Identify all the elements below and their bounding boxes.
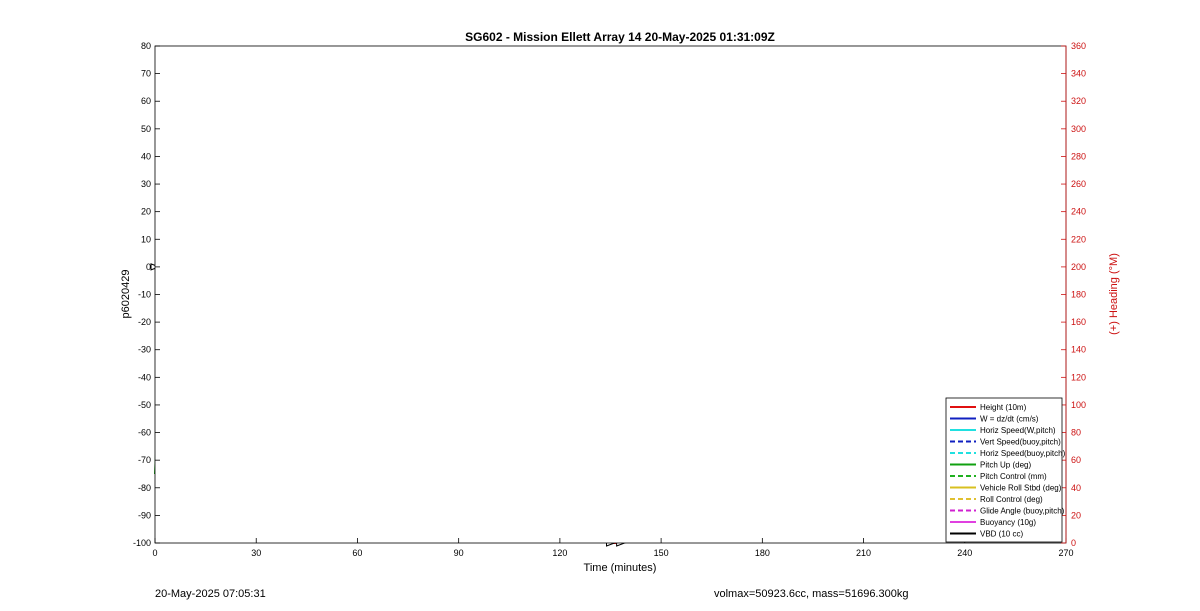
y2-tick-label: 180 [1071, 290, 1086, 300]
legend-label: Pitch Control (mm) [980, 472, 1047, 481]
y2-tick-label: 260 [1071, 179, 1086, 189]
x-tick-label: 0 [152, 548, 157, 558]
y2-tick-label: 280 [1071, 151, 1086, 161]
x-tick-label: 30 [251, 548, 261, 558]
y2-tick-label: 300 [1071, 124, 1086, 134]
y2-tick-label: 120 [1071, 372, 1086, 382]
y2-tick-label: 340 [1071, 69, 1086, 79]
y-tick-label: -50 [138, 400, 151, 410]
footer-vehicle-info: volmax=50923.6cc, mass=51696.300kg [714, 588, 909, 600]
legend-label: Pitch Up (deg) [980, 461, 1031, 470]
chart-title: SG602 - Mission Ellett Array 14 20-May-2… [465, 30, 775, 44]
y-axis-label: p6020429 [120, 270, 132, 319]
y-tick-label: 40 [141, 151, 151, 161]
legend-label: Buoyancy (10g) [980, 518, 1036, 527]
x-tick-label: 60 [352, 548, 362, 558]
y-tick-label: 70 [141, 69, 151, 79]
y-tick-label: 50 [141, 124, 151, 134]
y2-tick-label: 80 [1071, 428, 1081, 438]
legend-label: VBD (10 cc) [980, 530, 1023, 539]
y-tick-label: 60 [141, 96, 151, 106]
y-tick-label: 80 [141, 41, 151, 51]
legend-label: W = dz/dt (cm/s) [980, 415, 1039, 424]
y-tick-label: -90 [138, 510, 151, 520]
legend: Height (10m) W = dz/dt (cm/s) Horiz Speed(… [945, 397, 1066, 543]
footer-timestamp: 20-May-2025 07:05:31 [155, 588, 266, 600]
legend-label: Vehicle Roll Stbd (deg) [980, 484, 1062, 493]
y-tick-label: -60 [138, 428, 151, 438]
y-tick-label: -20 [138, 317, 151, 327]
y-tick-label: 0 [146, 262, 151, 272]
y2-tick-label: 140 [1071, 345, 1086, 355]
y2-tick-label: 160 [1071, 317, 1086, 327]
legend-label: Glide Angle (buoy,pitch) [980, 507, 1065, 516]
axes: 0 30 60 90 120 150 180 210 240 270-100-90-80-70-6… [133, 41, 1086, 558]
y-tick-label: -40 [138, 372, 151, 382]
x-tick-label: 180 [755, 548, 770, 558]
y2-axis-label: (+) Heading (°M) [1108, 253, 1120, 335]
legend-label: Horiz Speed(W,pitch) [980, 426, 1056, 435]
y2-tick-label: 240 [1071, 207, 1086, 217]
x-tick-label: 150 [654, 548, 669, 558]
y-tick-label: -70 [138, 455, 151, 465]
x-tick-label: 120 [552, 548, 567, 558]
y2-tick-label: 60 [1071, 455, 1081, 465]
x-axis-label: Time (minutes) [584, 562, 657, 574]
y2-tick-label: 220 [1071, 234, 1086, 244]
legend-label: Roll Control (deg) [980, 495, 1043, 504]
y2-tick-label: 0 [1071, 538, 1076, 548]
x-tick-label: 210 [856, 548, 871, 558]
y-tick-label: -10 [138, 290, 151, 300]
legend-box [945, 397, 1063, 543]
y-tick-label: -80 [138, 483, 151, 493]
y2-tick-label: 100 [1071, 400, 1086, 410]
plot-frame [154, 45, 1067, 544]
y2-tick-label: 40 [1071, 483, 1081, 493]
x-tick-label: 90 [454, 548, 464, 558]
y2-tick-label: 360 [1071, 41, 1086, 51]
x-tick-label: 240 [957, 548, 972, 558]
y-tick-label: 20 [141, 207, 151, 217]
y2-tick-label: 20 [1071, 510, 1081, 520]
y-tick-label: -100 [133, 538, 151, 548]
legend-label: Vert Speed(buoy,pitch) [980, 438, 1061, 447]
y-tick-label: 30 [141, 179, 151, 189]
y2-tick-label: 200 [1071, 262, 1086, 272]
y2-tick-label: 320 [1071, 96, 1086, 106]
y-tick-label: 10 [141, 234, 151, 244]
legend-label: Horiz Speed(buoy,pitch) [980, 449, 1066, 458]
x-tick-label: 270 [1058, 548, 1073, 558]
legend-label: Height (10m) [980, 403, 1027, 412]
y-tick-label: -30 [138, 345, 151, 355]
